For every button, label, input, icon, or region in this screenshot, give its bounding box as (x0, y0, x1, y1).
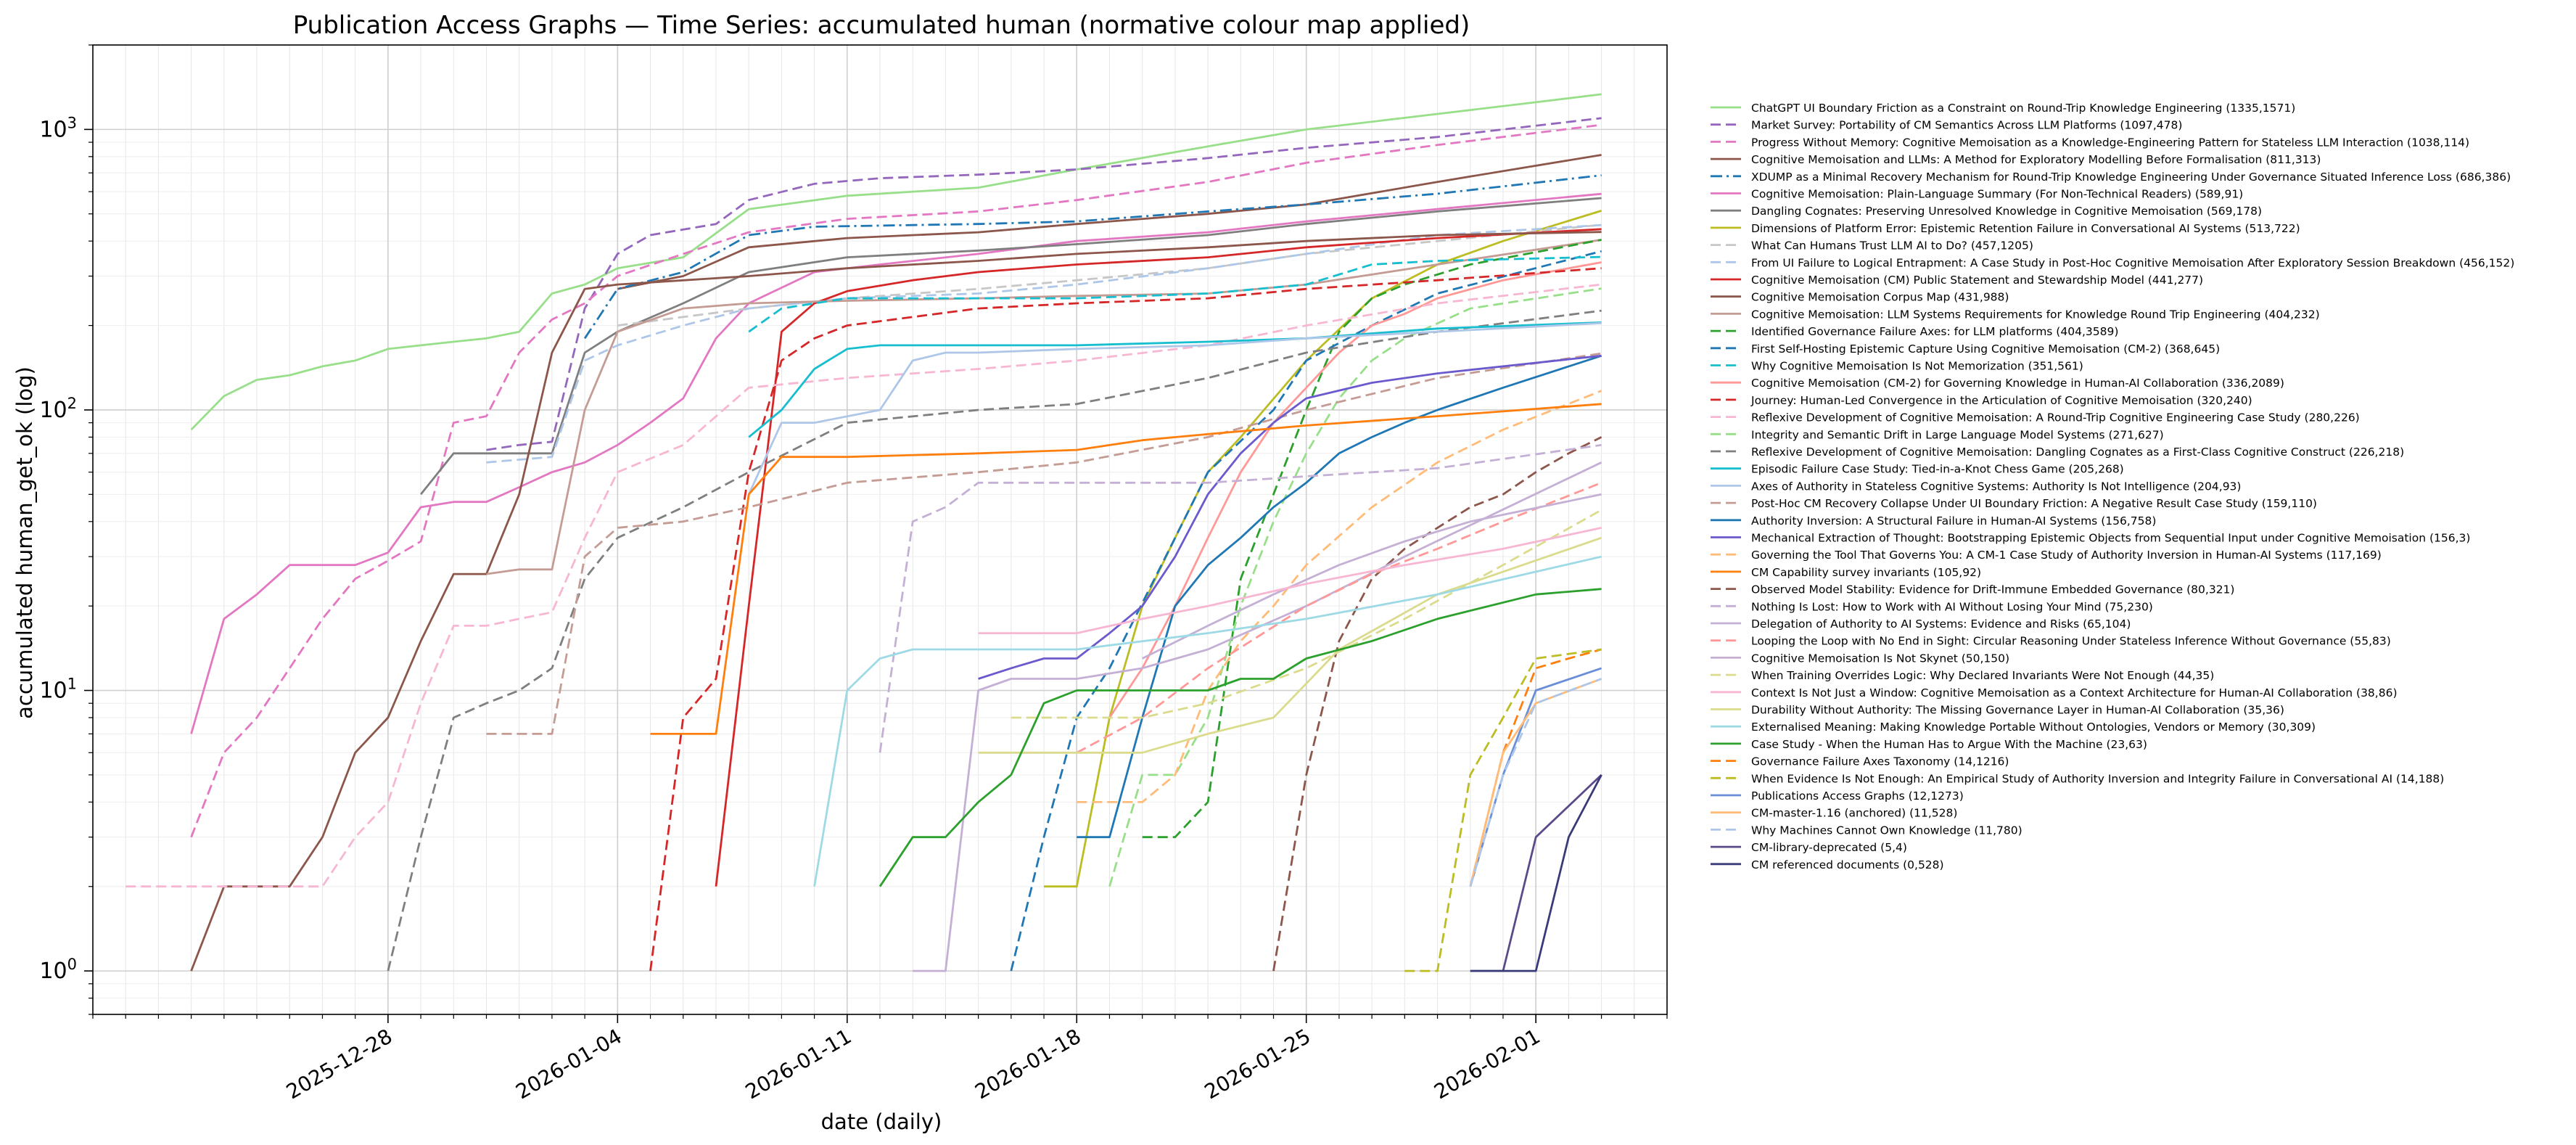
legend-label: XDUMP as a Minimal Recovery Mechanism fo… (1751, 171, 2511, 184)
legend-label: Governing the Tool That Governs You: A C… (1751, 549, 2382, 562)
series-line (649, 267, 1602, 972)
series-line (978, 536, 1602, 754)
series-line (1142, 493, 1602, 660)
legend-label: When Evidence Is Not Enough: An Empirica… (1751, 772, 2444, 785)
legend-label: Cognitive Memoisation (CM-2) for Governi… (1751, 377, 2284, 390)
legend-label: Axes of Authority in Stateless Cognitive… (1751, 480, 2241, 493)
legend-label: From UI Failure to Logical Entrapment: A… (1751, 256, 2514, 269)
series-line (1404, 648, 1602, 972)
legend-label: Nothing Is Lost: How to Work with AI Wit… (1751, 600, 2153, 613)
legend-label: Journey: Human-Led Convergence in the Ar… (1750, 394, 2252, 407)
legend-label: Durability Without Authority: The Missin… (1751, 704, 2284, 717)
series-line (878, 443, 1602, 753)
series-line (1469, 667, 1602, 887)
series-line (748, 321, 1602, 438)
series-line (190, 231, 1602, 972)
legend-label: Identified Governance Failure Axes: for … (1751, 325, 2118, 338)
legend-label: ChatGPT UI Boundary Friction as a Constr… (1751, 102, 2295, 115)
legend-label: Integrity and Semantic Drift in Large La… (1751, 428, 2164, 441)
legend-label: Cognitive Memoisation Corpus Map (431,98… (1751, 291, 2009, 304)
series-line (650, 403, 1602, 735)
legend-label: Cognitive Memoisation and LLMs: A Method… (1751, 153, 2321, 166)
legend-label: Authority Inversion: A Structural Failur… (1751, 514, 2156, 528)
legend-label: Dimensions of Platform Error: Epistemic … (1751, 222, 2300, 235)
series-line (1272, 436, 1602, 972)
series-line (486, 117, 1602, 451)
legend-label: Governance Failure Axes Taxonomy (14,121… (1751, 755, 2009, 768)
grid-layer (92, 44, 1668, 1015)
chart-title: Publication Access Graphs — Time Series:… (293, 11, 1470, 40)
legend-label: Case Study - When the Human Has to Argue… (1751, 738, 2147, 751)
legend: ChatGPT UI Boundary Friction as a Constr… (1711, 102, 2514, 871)
series-line (1011, 509, 1602, 719)
legend-label: Delegation of Authority to AI Systems: E… (1751, 617, 2131, 631)
legend-label: Why Machines Cannot Own Knowledge (11,78… (1751, 824, 2022, 837)
legend-label: Reflexive Development of Cognitive Memoi… (1751, 411, 2360, 424)
legend-label: CM Capability survey invariants (105,92) (1751, 566, 1981, 579)
series-line (420, 197, 1602, 496)
legend-label: Mechanical Extraction of Thought: Bootst… (1751, 532, 2470, 545)
series-line (486, 352, 1602, 735)
legend-label: Progress Without Memory: Cognitive Memoi… (1751, 136, 2469, 149)
series-line (583, 174, 1602, 340)
series-line (617, 223, 1602, 327)
series-line (617, 154, 1602, 290)
legend-label: Dangling Cognates: Preserving Unresolved… (1751, 205, 2262, 218)
legend-label: CM referenced documents (0,528) (1751, 858, 1944, 871)
series-line (1077, 354, 1602, 839)
y-axis-label: accumulated human_get_ok (log) (12, 366, 37, 719)
series-line (1142, 239, 1602, 839)
legend-label: When Training Overrides Logic: Why Decla… (1751, 669, 2214, 682)
series-line (1076, 481, 1602, 754)
series-line (747, 321, 1602, 495)
series-line (878, 588, 1602, 887)
series-line (978, 527, 1602, 634)
series-line (748, 255, 1602, 333)
legend-label: Externalised Meaning: Making Knowledge P… (1751, 721, 2316, 734)
series-line (125, 283, 1602, 888)
legend-label: Cognitive Memoisation: Plain-Language Su… (1751, 188, 2243, 201)
series-layer (125, 93, 1602, 972)
legend-label: Reflexive Development of Cognitive Memoi… (1751, 446, 2404, 459)
legend-label: Episodic Failure Case Study: Tied-in-a-K… (1751, 463, 2124, 476)
legend-label: CM-master-1.16 (anchored) (11,528) (1751, 807, 1957, 820)
series-line (1010, 250, 1602, 972)
legend-label: CM-library-deprecated (5,4) (1751, 841, 1907, 854)
legend-label: Publications Access Graphs (12,1273) (1751, 789, 1964, 803)
series-line (190, 192, 1602, 734)
series-line (1469, 678, 1602, 887)
legend-label: First Self-Hosting Epistemic Capture Usi… (1751, 342, 2220, 356)
legend-label: What Can Humans Trust LLM AI to Do? (457… (1751, 239, 2033, 253)
series-line (387, 309, 1602, 972)
legend-label: Post-Hoc CM Recovery Collapse Under UI B… (1751, 497, 2317, 510)
legend-label: Market Survey: Portability of CM Semanti… (1751, 119, 2182, 132)
x-axis-label: date (daily) (821, 1109, 942, 1134)
series-line (978, 354, 1602, 680)
series-line (1470, 774, 1602, 972)
legend-label: Why Cognitive Memoisation Is Not Memoriz… (1751, 360, 2083, 373)
legend-label: Context Is Not Just a Window: Cognitive … (1751, 686, 2398, 699)
legend-label: Looping the Loop with No End in Sight: C… (1751, 635, 2391, 648)
series-line (813, 555, 1602, 887)
series-line (190, 93, 1602, 431)
series-line (486, 223, 1602, 464)
legend-label: Cognitive Memoisation: LLM Systems Requi… (1751, 308, 2320, 321)
series-line (190, 123, 1602, 838)
legend-label: Cognitive Memoisation Is Not Skynet (50,… (1751, 652, 2009, 665)
series-line (1044, 210, 1602, 888)
series-line (1077, 390, 1602, 803)
legend-label: Cognitive Memoisation (CM) Public Statem… (1751, 274, 2203, 287)
legend-label: Observed Model Stability: Evidence for D… (1751, 583, 2234, 596)
